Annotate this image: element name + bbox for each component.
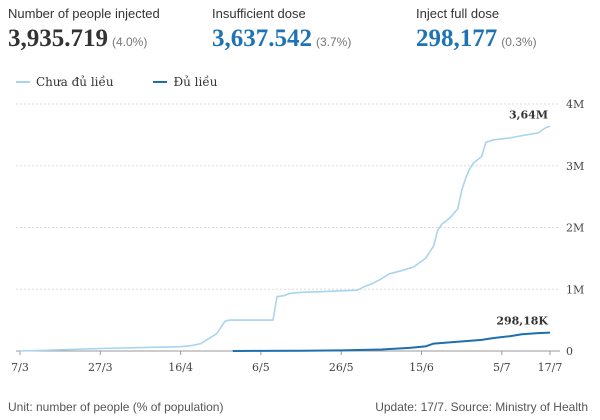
y-tick-label: 4M — [566, 98, 584, 111]
stat-insufficient: Insufficient dose 3,637.542 (3.7%) — [212, 6, 351, 53]
legend-swatch-insufficient — [16, 81, 30, 83]
series-end-label-full: 298,18K — [496, 315, 548, 328]
x-tick-label: 26/5 — [329, 361, 354, 374]
series-line-full — [232, 331, 551, 352]
x-tick-label: 16/4 — [168, 361, 193, 374]
legend-item-full: Đủ liều — [153, 75, 217, 89]
vaccination-line-chart: 0 1M 2M 3M 4M 7/3 27/3 16/4 6/5 26/5 15/6 5/7 17/7 3,… — [11, 98, 584, 374]
y-tick-label: 0 — [566, 345, 573, 358]
x-tick-label: 5/7 — [493, 361, 511, 374]
series-end-label-insufficient: 3,64M — [509, 108, 548, 121]
legend-item-insufficient: Chưa đủ liều — [16, 75, 114, 89]
x-tick-label: 15/6 — [409, 361, 434, 374]
chart-legend: Chưa đủ liều Đủ liều — [16, 72, 253, 89]
legend-swatch-full — [153, 81, 168, 83]
y-tick-label: 1M — [566, 283, 584, 296]
y-tick-label: 3M — [566, 160, 584, 173]
y-tick-label: 2M — [566, 222, 584, 235]
stat-total-label: Number of people injected — [8, 6, 160, 21]
stat-insufficient-label: Insufficient dose — [212, 6, 306, 21]
x-tick-label: 7/3 — [11, 361, 29, 374]
stat-total: Number of people injected 3,935.719 (4.0%… — [8, 6, 160, 53]
stat-full-value: 298,177 — [416, 25, 498, 52]
series-line-insufficient — [19, 125, 551, 352]
x-tick-label: 17/7 — [538, 361, 563, 374]
stat-full-pct: (0.3%) — [501, 35, 537, 49]
stat-full-label: Inject full dose — [416, 6, 500, 21]
legend-label-insufficient: Chưa đủ liều — [36, 75, 114, 89]
stat-total-pct: (4.0%) — [112, 35, 148, 49]
legend-label-full: Đủ liều — [173, 75, 218, 89]
stat-total-value: 3,935.719 — [8, 25, 108, 52]
stat-insufficient-value: 3,637.542 — [212, 25, 312, 52]
footer-source: Update: 17/7. Source: Ministry of Health — [375, 400, 588, 414]
stat-full: Inject full dose 298,177 (0.3%) — [416, 6, 537, 53]
x-tick-label: 6/5 — [252, 361, 270, 374]
stat-insufficient-pct: (3.7%) — [316, 35, 352, 49]
x-tick-label: 27/3 — [88, 361, 113, 374]
footer-unit: Unit: number of people (% of population) — [8, 400, 224, 414]
